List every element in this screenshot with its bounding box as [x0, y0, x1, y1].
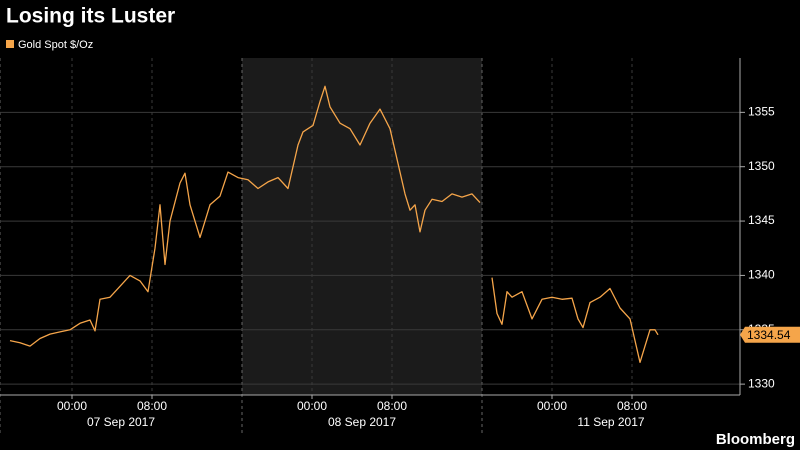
session-shade: [242, 58, 482, 395]
chart-title: Losing its Luster: [6, 5, 175, 28]
x-tick-label: 08:00: [137, 399, 167, 413]
last-value-box: [740, 326, 800, 343]
y-tick-label: 1355: [748, 105, 775, 119]
session-label: 11 Sep 2017: [577, 415, 644, 429]
session-label: 07 Sep 2017: [87, 415, 155, 429]
y-tick-label: 1340: [748, 268, 775, 282]
x-tick-label: 08:00: [617, 399, 647, 413]
y-tick-label: 1350: [748, 159, 775, 173]
x-tick-label: 08:00: [377, 399, 407, 413]
price-line: [9, 85, 659, 364]
last-value-label: 1334.54: [747, 328, 791, 342]
y-tick-label: 1330: [748, 376, 775, 390]
legend-label: Gold Spot $/Oz: [18, 39, 93, 51]
session-label: 08 Sep 2017: [328, 415, 396, 429]
source-logo: Bloomberg: [716, 431, 795, 448]
x-tick-label: 00:00: [297, 399, 327, 413]
y-tick-label: 1345: [748, 213, 775, 227]
legend-swatch: [6, 40, 14, 48]
x-tick-label: 00:00: [57, 399, 87, 413]
x-tick-label: 00:00: [537, 399, 567, 413]
